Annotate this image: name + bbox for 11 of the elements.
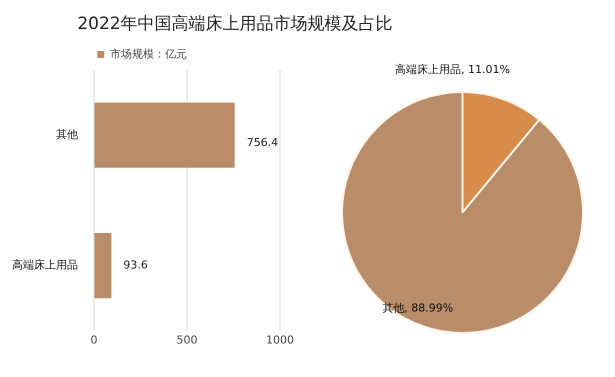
x-tick-label: 500: [176, 333, 198, 346]
x-tick-label: 0: [90, 333, 98, 346]
y-tick-label: 高端床上用品: [12, 258, 78, 272]
slice-label: 高端床上用品, 11.01%: [395, 62, 510, 76]
data-label: 93.6: [123, 258, 148, 272]
chart-title: 2022年中国高端床上用品市场规模及占比: [76, 13, 394, 35]
slice-label: 其他, 88.99%: [382, 302, 454, 315]
data-label: 756.4: [246, 136, 278, 150]
x-tick-label: 1000: [266, 333, 294, 346]
y-tick-label: 其他: [56, 128, 78, 142]
legend-label: 市场规模：亿元: [110, 47, 187, 60]
